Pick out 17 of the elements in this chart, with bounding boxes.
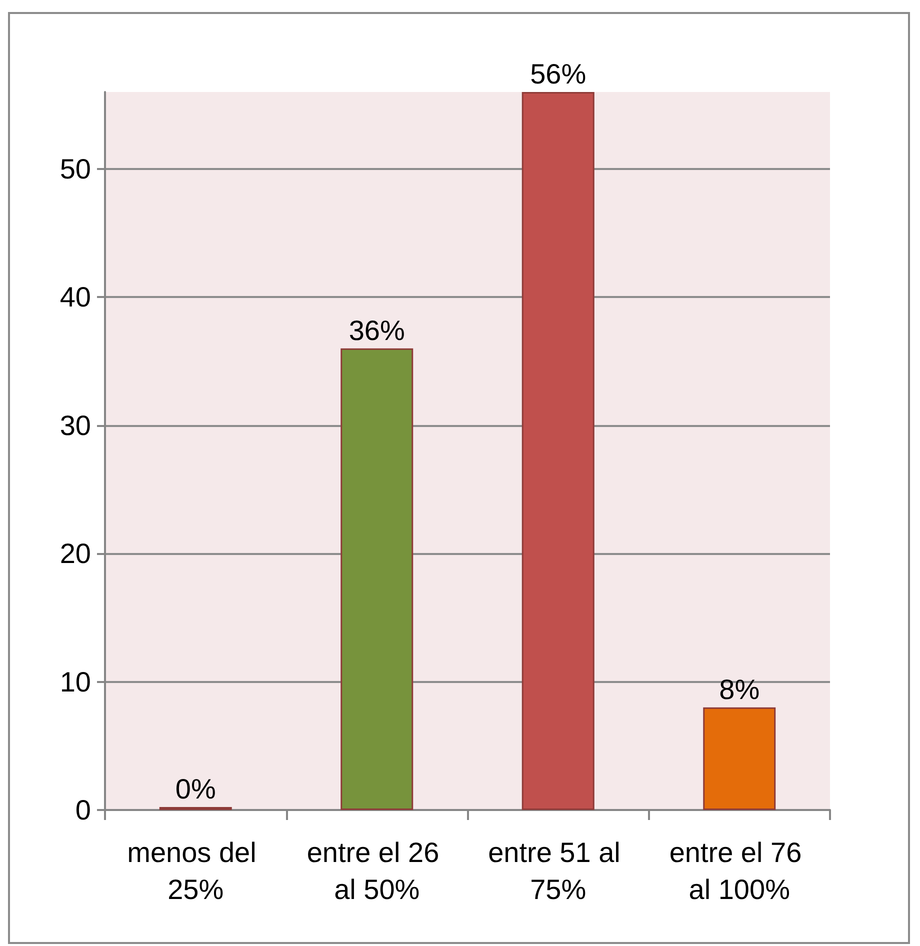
y-tick-label: 40 [60,282,91,313]
bar [340,348,414,810]
data-label: 8% [719,674,760,705]
x-tick-label: entre 51 al 75% [488,837,628,905]
data-label: 36% [348,314,405,346]
y-tick-label: 20 [60,538,91,570]
y-tick-label: 10 [60,666,91,698]
y-tick-label: 0 [75,794,91,826]
x-tick-label: entre el 26 al 50% [306,837,447,905]
bar [522,92,594,810]
bar [703,707,776,810]
y-tick-label: 50 [60,153,91,184]
x-tick-label: entre el 76 al 100% [669,837,810,905]
x-tick-label: menos del 25% [127,837,264,905]
y-tick-label: 30 [60,410,91,441]
data-label: 0% [175,774,216,804]
data-label: 56% [530,58,586,90]
